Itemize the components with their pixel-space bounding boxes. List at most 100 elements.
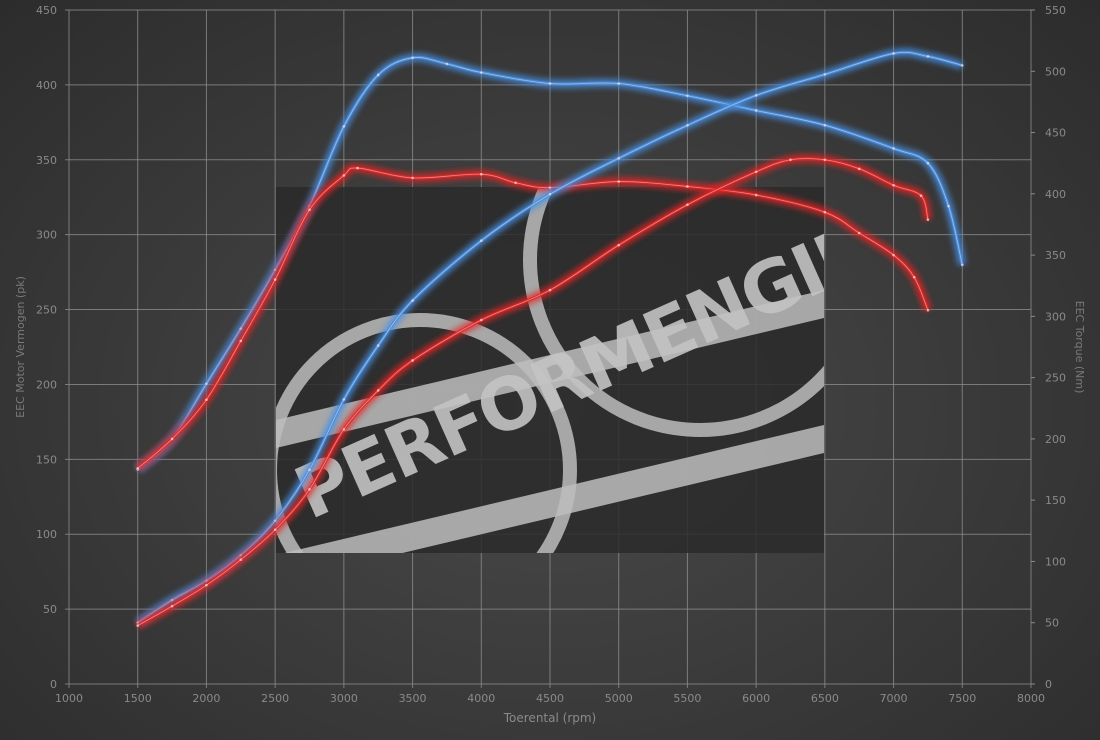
data-point [823,73,827,76]
red-power-line [136,156,930,627]
data-point [754,94,758,97]
data-point [548,288,552,292]
y-tick-label-left: 250 [36,304,57,317]
data-point [136,467,140,470]
red-power-line-highlight [137,158,929,626]
data-point [686,124,689,127]
x-tick-label: 3000 [330,692,358,705]
data-point [239,558,243,561]
data-point [789,158,792,162]
y-tick-label-right: 200 [1045,433,1066,446]
y-tick-label-left: 350 [36,154,57,167]
red-torque-line-highlight [137,167,929,469]
y-tick-label-left: 150 [36,453,57,466]
x-tick-label: 8000 [1017,692,1045,705]
x-tick-label: 4000 [467,692,495,705]
y-axis-right-label: EEC Torque (Nm) [1073,301,1086,394]
data-point [479,318,483,322]
y-tick-label-left: 50 [43,603,57,616]
data-point [823,158,827,162]
x-tick-label: 2500 [261,692,289,705]
y-tick-label-right: 350 [1045,249,1066,262]
data-point [411,176,414,180]
data-point [823,210,827,214]
x-tick-label: 2000 [192,692,220,705]
data-point [857,167,861,171]
data-point [356,166,359,170]
y-tick-label-left: 300 [36,229,57,242]
data-point [376,389,380,392]
data-point [686,94,689,98]
y-tick-label-right: 250 [1045,372,1066,385]
data-point [170,437,174,441]
y-axis-left-label: EEC Motor Vermogen (pk) [14,276,27,418]
data-point [617,156,621,160]
data-point [273,528,277,532]
y-tick-label-right: 550 [1045,4,1066,17]
data-point [892,52,895,55]
data-point [926,161,930,165]
data-point [926,218,930,221]
data-point [273,278,277,281]
data-point [892,183,895,187]
data-point [411,359,414,362]
data-point [754,109,758,112]
x-tick-label: 7500 [948,692,976,705]
y-tick-label-right: 400 [1045,188,1066,201]
data-point [273,519,277,523]
data-point [411,299,414,302]
data-point [686,185,689,188]
data-point [960,263,964,267]
data-point [445,62,449,66]
data-point [912,275,916,279]
data-point [342,125,346,128]
y-tick-label-right: 100 [1045,555,1066,568]
x-tick-label: 6500 [811,692,839,705]
data-point [617,180,621,183]
data-point [342,428,346,431]
y-tick-label-left: 200 [36,378,57,391]
red-torque-line [136,166,930,470]
x-tick-label: 3500 [399,692,427,705]
blue-torque-line-highlight [137,57,963,470]
data-point [170,604,174,608]
data-point [308,487,311,491]
y-tick-label-left: 0 [50,678,57,691]
data-point [892,147,895,150]
data-point [479,71,483,74]
y-tick-label-right: 50 [1045,617,1059,630]
data-point [892,253,895,257]
x-tick-label: 5000 [605,692,633,705]
data-point [308,208,311,212]
y-tick-label-right: 450 [1045,127,1066,140]
data-point [548,192,552,196]
data-point [617,243,621,247]
data-point [960,64,964,67]
data-point [376,344,380,347]
data-point [239,327,243,330]
data-point [919,194,923,198]
data-point [617,82,621,85]
y-tick-label-right: 500 [1045,65,1066,78]
data-point [926,308,930,312]
x-tick-label: 6000 [742,692,770,705]
data-point [479,239,483,242]
y-tick-label-right: 150 [1045,494,1066,507]
data-point [205,398,208,401]
data-point [754,170,758,174]
data-point [686,203,689,207]
x-tick-label: 4500 [536,692,564,705]
data-point [342,174,346,177]
data-point [857,231,861,235]
data-point [514,181,517,185]
x-tick-label: 1500 [124,692,152,705]
data-point [136,624,140,627]
data-point [548,186,552,189]
y-tick-label-left: 100 [36,528,57,541]
data-point [548,82,552,85]
data-point [239,339,243,343]
y-tick-label-left: 400 [36,79,57,92]
data-point [926,55,930,58]
performengine-logo-watermark: PERFORMENGINE [276,187,824,553]
